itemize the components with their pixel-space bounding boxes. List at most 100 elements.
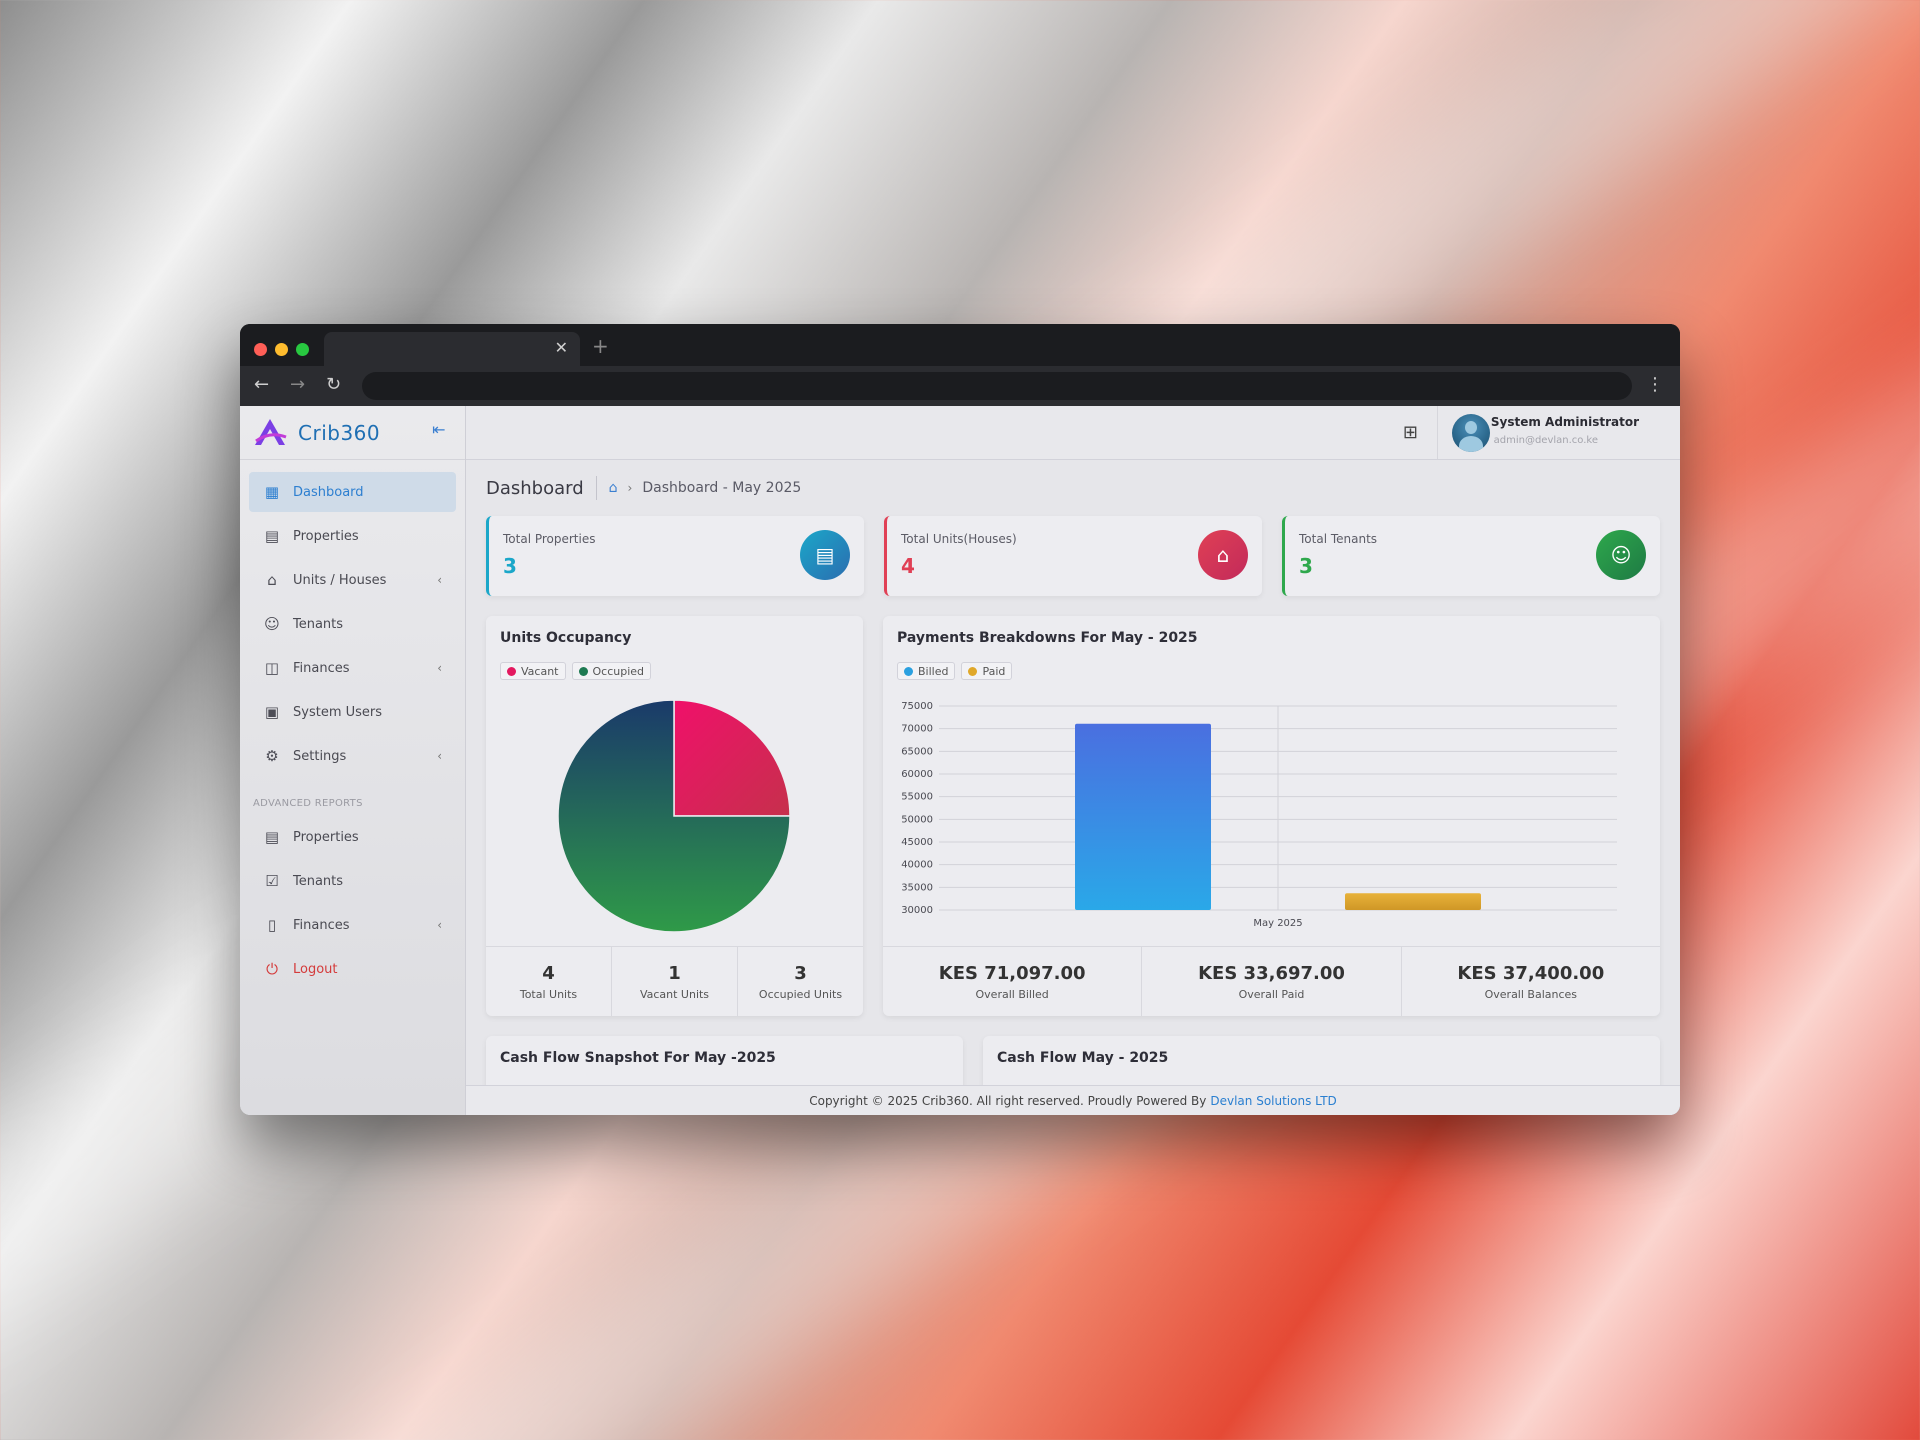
browser-menu-icon[interactable]: ⋮ — [1646, 374, 1664, 395]
sidebar-item-finances[interactable]: ◫ Finances ‹ — [249, 648, 456, 688]
footer-link[interactable]: Devlan Solutions LTD — [1210, 1093, 1337, 1108]
users-icon: ☺ — [264, 615, 280, 633]
pie-slice-vacant[interactable] — [673, 699, 791, 817]
x-tick-label: May 2025 — [1253, 918, 1302, 929]
chevron-left-icon: ‹ — [437, 749, 442, 763]
card-title: Cash Flow May - 2025 — [997, 1050, 1169, 1066]
total-value: 1 — [668, 962, 681, 984]
forward-icon[interactable]: → — [290, 374, 306, 395]
bar-billed[interactable] — [1075, 723, 1211, 910]
footer: Copyright © 2025 Crib360. All right rese… — [466, 1085, 1680, 1115]
building-icon: ▤ — [264, 828, 280, 846]
vacant-units: 1 Vacant Units — [612, 947, 738, 1016]
user-name[interactable]: System Administrator — [1490, 415, 1639, 429]
legend-label: Occupied — [592, 664, 645, 678]
sidebar-item-system-users[interactable]: ▣ System Users — [249, 692, 456, 732]
minimize-window-button[interactable] — [275, 343, 288, 356]
total-value: 3 — [794, 962, 807, 984]
close-window-button[interactable] — [254, 343, 267, 356]
payments-bar-chart: 30000 35000 40000 45000 50000 55000 60000 65000… — [901, 701, 1617, 929]
stat-card-units[interactable]: Total Units(Houses) 4 ⌂ — [884, 516, 1262, 596]
reload-icon[interactable]: ↻ — [326, 374, 342, 395]
pie-slice-occupied[interactable] — [557, 699, 791, 933]
sidebar-item-label: Tenants — [293, 616, 344, 632]
stat-value: 3 — [1299, 554, 1313, 578]
total-value: KES 33,697.00 — [1198, 962, 1345, 984]
users-icon: ☺ — [1596, 530, 1646, 580]
total-label: Vacant Units — [639, 987, 710, 1001]
cashflow-snapshot-card: Cash Flow Snapshot For May -2025 — [486, 1036, 963, 1085]
sidebar-item-dashboard[interactable]: ▦ Dashboard — [249, 472, 456, 512]
browser-tab[interactable]: ✕ — [324, 332, 580, 366]
sidebar-item-units-houses[interactable]: ⌂ Units / Houses ‹ — [249, 560, 456, 600]
sidebar-item-report-finances[interactable]: ▯ Finances ‹ — [249, 905, 456, 945]
sidebar-item-tenants[interactable]: ☺ Tenants — [249, 604, 456, 644]
sidebar-item-properties[interactable]: ▤ Properties — [249, 516, 456, 556]
total-units: 4 Total Units — [486, 947, 612, 1016]
stat-card-properties[interactable]: Total Properties 3 ▤ — [486, 516, 864, 596]
y-tick-label: 50000 — [901, 814, 933, 825]
apps-grid-icon[interactable]: ⊞ — [1402, 422, 1418, 443]
back-icon[interactable]: ← — [254, 374, 270, 395]
building-icon: ▤ — [800, 530, 850, 580]
legend-label: Paid — [982, 664, 1006, 678]
sidebar-item-label: Settings — [293, 748, 347, 764]
y-tick-label: 55000 — [901, 792, 933, 803]
chart-legend: Vacant Occupied — [500, 662, 652, 680]
stat-cards: Total Properties 3 ▤ Total Units(Houses)… — [486, 516, 1660, 596]
brand[interactable]: Crib360 — [240, 406, 465, 460]
footer-text: Copyright © 2025 Crib360. All right rese… — [809, 1093, 1207, 1108]
sidebar-item-label: Units / Houses — [293, 572, 387, 588]
home-icon: ⌂ — [267, 571, 277, 589]
browser-toolbar: ← → ↻ ⋮ — [240, 366, 1680, 406]
stat-label: Total Properties — [503, 532, 596, 546]
bar-paid[interactable] — [1345, 893, 1481, 910]
new-tab-icon[interactable]: + — [592, 334, 609, 358]
sidebar-item-settings[interactable]: ⚙ Settings ‹ — [249, 736, 456, 776]
payments-totals: KES 71,097.00 Overall Billed KES 33,697.… — [883, 946, 1660, 1016]
ledger-icon: ◫ — [264, 659, 280, 677]
legend-item-occupied[interactable]: Occupied — [571, 662, 652, 680]
total-label: Overall Balances — [1484, 987, 1578, 1001]
stat-label: Total Tenants — [1299, 532, 1378, 546]
legend-item-vacant[interactable]: Vacant — [500, 662, 566, 680]
total-label: Occupied Units — [758, 987, 843, 1001]
top-bar: ⊞ System Administrator admin@devlan.co.k… — [466, 406, 1680, 460]
total-label: Overall Billed — [975, 987, 1049, 1001]
sidebar-item-report-properties[interactable]: ▤ Properties — [249, 817, 456, 857]
cashflow-row: Cash Flow Snapshot For May -2025 Cash Fl… — [486, 1036, 1660, 1085]
legend-item-billed[interactable]: Billed — [897, 662, 956, 680]
gear-icon: ⚙ — [265, 747, 279, 765]
sidebar-item-label: Finances — [293, 660, 350, 676]
user-check-icon: ☑ — [265, 872, 279, 890]
browser-tab-bar: ✕ + — [240, 324, 1680, 366]
address-bar[interactable] — [362, 372, 1632, 400]
sidebar-item-label: Tenants — [293, 873, 344, 889]
chevron-right-icon: › — [627, 481, 633, 495]
total-label: Total Units — [519, 987, 578, 1001]
legend-label: Billed — [918, 664, 949, 678]
breadcrumb-current: Dashboard - May 2025 — [642, 480, 802, 496]
collapse-sidebar-icon[interactable]: ⇤ — [432, 420, 446, 439]
card-title: Cash Flow Snapshot For May -2025 — [500, 1050, 776, 1066]
occupied-units: 3 Occupied Units — [738, 947, 863, 1016]
logout-icon: ⏻ — [266, 960, 278, 978]
legend-item-paid[interactable]: Paid — [961, 662, 1013, 680]
legend-label: Vacant — [521, 664, 559, 678]
y-tick-label: 30000 — [901, 905, 933, 916]
sidebar-item-logout[interactable]: ⏻ Logout — [249, 949, 456, 989]
stat-value: 3 — [503, 554, 517, 578]
chevron-left-icon: ‹ — [437, 573, 442, 587]
sidebar-item-report-tenants[interactable]: ☑ Tenants — [249, 861, 456, 901]
sidebar-item-label: Logout — [293, 961, 338, 977]
close-tab-icon[interactable]: ✕ — [554, 338, 568, 357]
building-icon: ▤ — [264, 527, 280, 545]
chevron-left-icon: ‹ — [437, 918, 442, 932]
maximize-window-button[interactable] — [296, 343, 309, 356]
y-tick-label: 75000 — [901, 701, 933, 712]
card-title: Units Occupancy — [500, 630, 632, 646]
stat-card-tenants[interactable]: Total Tenants 3 ☺ — [1282, 516, 1660, 596]
home-icon[interactable]: ⌂ — [608, 480, 618, 496]
y-tick-label: 45000 — [901, 837, 933, 848]
avatar[interactable] — [1452, 414, 1490, 452]
